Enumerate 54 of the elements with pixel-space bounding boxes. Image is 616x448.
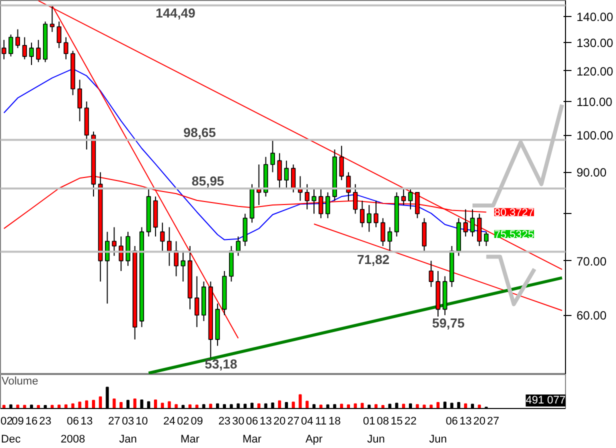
y-tick-label: 60.00 <box>576 308 607 323</box>
x-tick-label: 10 <box>136 416 148 428</box>
x-tick-label: 06 <box>66 416 79 428</box>
y-tick-label: 130.00 <box>576 36 614 50</box>
x-tick-label: 02 <box>0 416 13 428</box>
text: Dec <box>1 434 22 446</box>
text: 75.5325 <box>494 228 534 241</box>
text: Mar <box>242 434 262 446</box>
y-tick-label: 140.00 <box>576 10 614 24</box>
text: Jun <box>429 434 447 446</box>
x-tick-label: 13 <box>459 416 472 428</box>
x-tick-label: 01 <box>363 416 376 428</box>
x-tick-label: 15 <box>390 416 403 428</box>
text: Mar <box>180 434 200 446</box>
x-tick-label: 23 <box>218 416 231 428</box>
x-tick-label: 22 <box>404 416 417 428</box>
x-tick-label: 09 <box>190 416 204 428</box>
annotation: 59,75 <box>432 316 465 331</box>
ref-line-label: 71,82 <box>356 252 390 267</box>
y-tick-label: 120.00 <box>576 64 614 78</box>
text: 2008 <box>60 434 86 446</box>
text: Jan <box>119 434 137 446</box>
x-tick-label: 18 <box>328 416 341 428</box>
x-tick-label: 13 <box>80 416 93 428</box>
x-tick-label: 03 <box>122 416 134 428</box>
x-tick-label: 20 <box>473 416 486 428</box>
x-tick-label: 06 <box>246 416 258 428</box>
x-tick-label: 24 <box>163 416 176 428</box>
x-tick-label: 23 <box>39 416 52 428</box>
x-tick-label: 02 <box>176 416 190 428</box>
y-tick-label: 90.00 <box>576 166 607 180</box>
x-tick-label: 09 <box>12 416 24 428</box>
x-tick-label: 27 <box>108 416 120 428</box>
x-tick-label: 27 <box>487 416 500 428</box>
x-tick-label: 16 <box>25 416 38 428</box>
x-tick-label: 27 <box>287 416 300 428</box>
x-tick-label: 08 <box>376 416 390 428</box>
text: Apr <box>305 434 323 446</box>
ref-line-label: 85,95 <box>192 173 224 188</box>
y-tick-label: 70.00 <box>576 254 607 268</box>
x-tick-label: 30 <box>232 416 244 428</box>
annotation: 491 077 <box>526 394 566 406</box>
ref-line-label: 144,49 <box>156 5 196 20</box>
x-tick-label: 04 <box>301 416 314 428</box>
annotation: 53,18 <box>204 356 238 372</box>
y-tick-label: 110.00 <box>576 94 613 109</box>
x-tick-label: 20 <box>273 416 286 428</box>
x-tick-label: 11 <box>315 416 327 428</box>
chart-title: Volume <box>2 376 38 388</box>
ref-line-label: 98,65 <box>183 124 216 140</box>
y-tick-label: 100.00 <box>576 128 614 143</box>
x-tick-label: 13 <box>260 416 272 428</box>
x-tick-label: 06 <box>446 416 458 428</box>
text: Jun <box>367 434 385 446</box>
